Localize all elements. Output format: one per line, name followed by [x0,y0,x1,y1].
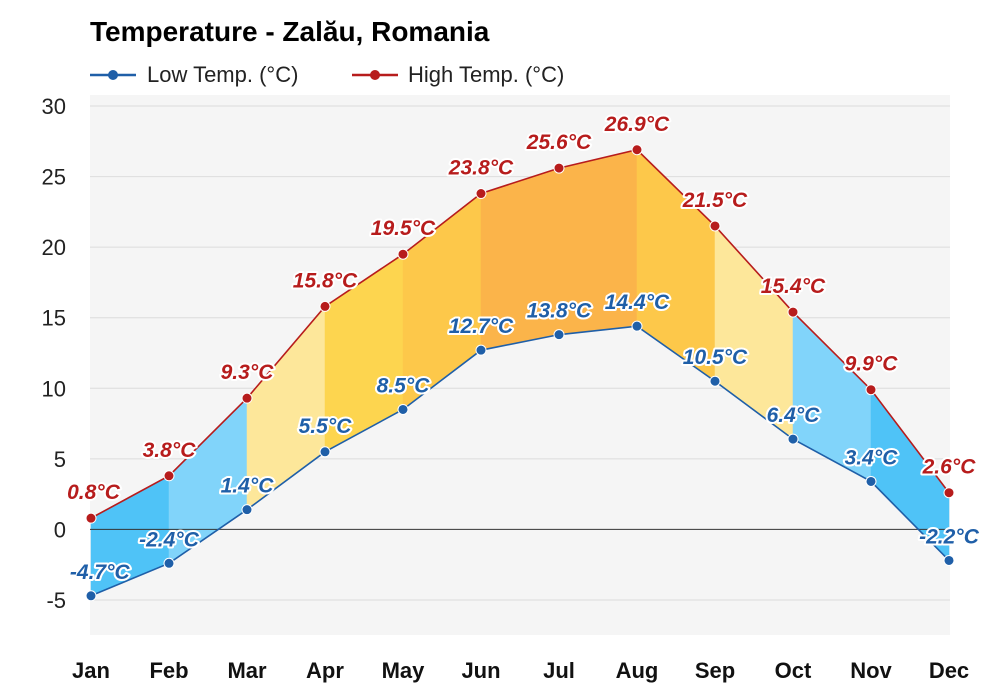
low-temp-point[interactable] [865,475,877,487]
high-temp-label: 25.6°C [526,131,592,154]
low-temp-point[interactable] [85,590,97,602]
series-points [85,144,955,602]
high-temp-label: 9.3°C [221,361,275,384]
x-tick-label-sep: Sep [695,658,735,683]
x-tick-label-jun: Jun [461,658,500,683]
data-labels: 0.8°C 3.8°C 9.3°C 15.8°C 19.5°C 23.8°C 25.6°C 2… [65,111,982,586]
high-temp-point[interactable] [709,220,721,232]
high-temp-point[interactable] [85,512,97,524]
low-temp-point[interactable] [631,320,643,332]
high-temp-label: 0.8°C [67,481,121,504]
x-tick-label-may: May [382,658,426,683]
x-tick-label-aug: Aug [616,658,659,683]
low-temp-label: 5.5°C [299,415,353,438]
high-temp-point[interactable] [865,384,877,396]
high-temp-point[interactable] [163,470,175,482]
y-tick-label: 25 [42,165,66,190]
low-temp-point[interactable] [943,554,955,566]
high-temp-label: 21.5°C [682,189,748,212]
high-temp-label: 2.6°C [922,456,977,479]
low-temp-label: 10.5°C [683,346,748,369]
x-tick-label-apr: Apr [306,658,344,683]
legend-high-label: High Temp. (°C) [408,62,564,87]
high-temp-point[interactable] [943,487,955,499]
y-tick-label: 30 [42,94,66,119]
low-temp-label: 3.4°C [845,446,899,469]
low-temp-label: 6.4°C [767,404,821,427]
low-temp-point[interactable] [397,403,409,415]
high-temp-point[interactable] [475,188,487,200]
low-temp-point[interactable] [787,433,799,445]
low-temp-label: 13.8°C [527,300,592,323]
legend-low-marker [108,70,118,80]
low-temp-label: 14.4°C [605,291,670,314]
high-temp-label: 19.5°C [371,217,436,240]
high-temp-label: 3.8°C [143,439,197,462]
y-tick-label: 10 [42,376,66,401]
high-temp-point[interactable] [553,162,565,174]
high-temp-point[interactable] [319,300,331,312]
chart-title: Temperature - Zalău, Romania [90,16,490,47]
y-tick-label: -5 [46,588,66,613]
y-tick-label: 20 [42,235,66,260]
high-temp-label: 15.4°C [761,275,826,298]
legend-high-marker [370,70,380,80]
low-temp-line [90,325,950,597]
low-temp-point[interactable] [553,329,565,341]
x-tick-label-jan: Jan [72,658,110,683]
y-axis: -5 0 5 10 15 20 25 30 [42,94,66,613]
high-temp-line [90,148,950,519]
x-tick-label-oct: Oct [775,658,812,683]
low-temp-label: -4.7°C [70,561,131,584]
low-temp-point[interactable] [709,375,721,387]
high-temp-label: 26.9°C [604,113,670,136]
low-temp-label: 12.7°C [449,315,514,338]
low-temp-point[interactable] [163,557,175,569]
high-temp-point[interactable] [397,248,409,260]
x-tick-label-jul: Jul [543,658,575,683]
x-tick-label-mar: Mar [227,658,267,683]
series-lines [90,148,950,597]
low-temp-point[interactable] [241,504,253,516]
low-temp-label: -2.4°C [139,528,200,551]
x-tick-label-nov: Nov [850,658,892,683]
high-temp-point[interactable] [241,392,253,404]
low-temp-label: 1.4°C [221,475,275,498]
y-tick-label: 15 [42,306,66,331]
low-temp-label: 8.5°C [377,374,431,397]
x-axis: Jan Feb Mar Apr May Jun Jul Aug Sep Oct Nov Dec [72,658,969,683]
legend-item-high[interactable]: High Temp. (°C) [352,62,564,87]
legend-low-label: Low Temp. (°C) [147,62,298,87]
x-tick-label-feb: Feb [149,658,188,683]
high-temp-label: 23.8°C [448,157,514,180]
high-temp-label: 9.9°C [845,353,899,376]
x-tick-label-dec: Dec [929,658,969,683]
low-temp-point[interactable] [319,446,331,458]
high-temp-label: 15.8°C [293,269,358,292]
y-tick-label: 5 [54,447,66,472]
y-tick-label: 0 [54,517,66,542]
high-temp-point[interactable] [787,306,799,318]
low-temp-point[interactable] [475,344,487,356]
legend: Low Temp. (°C) High Temp. (°C) [90,62,564,87]
high-temp-point[interactable] [631,144,643,156]
low-temp-label: -2.2°C [919,525,980,548]
legend-item-low[interactable]: Low Temp. (°C) [90,62,298,87]
